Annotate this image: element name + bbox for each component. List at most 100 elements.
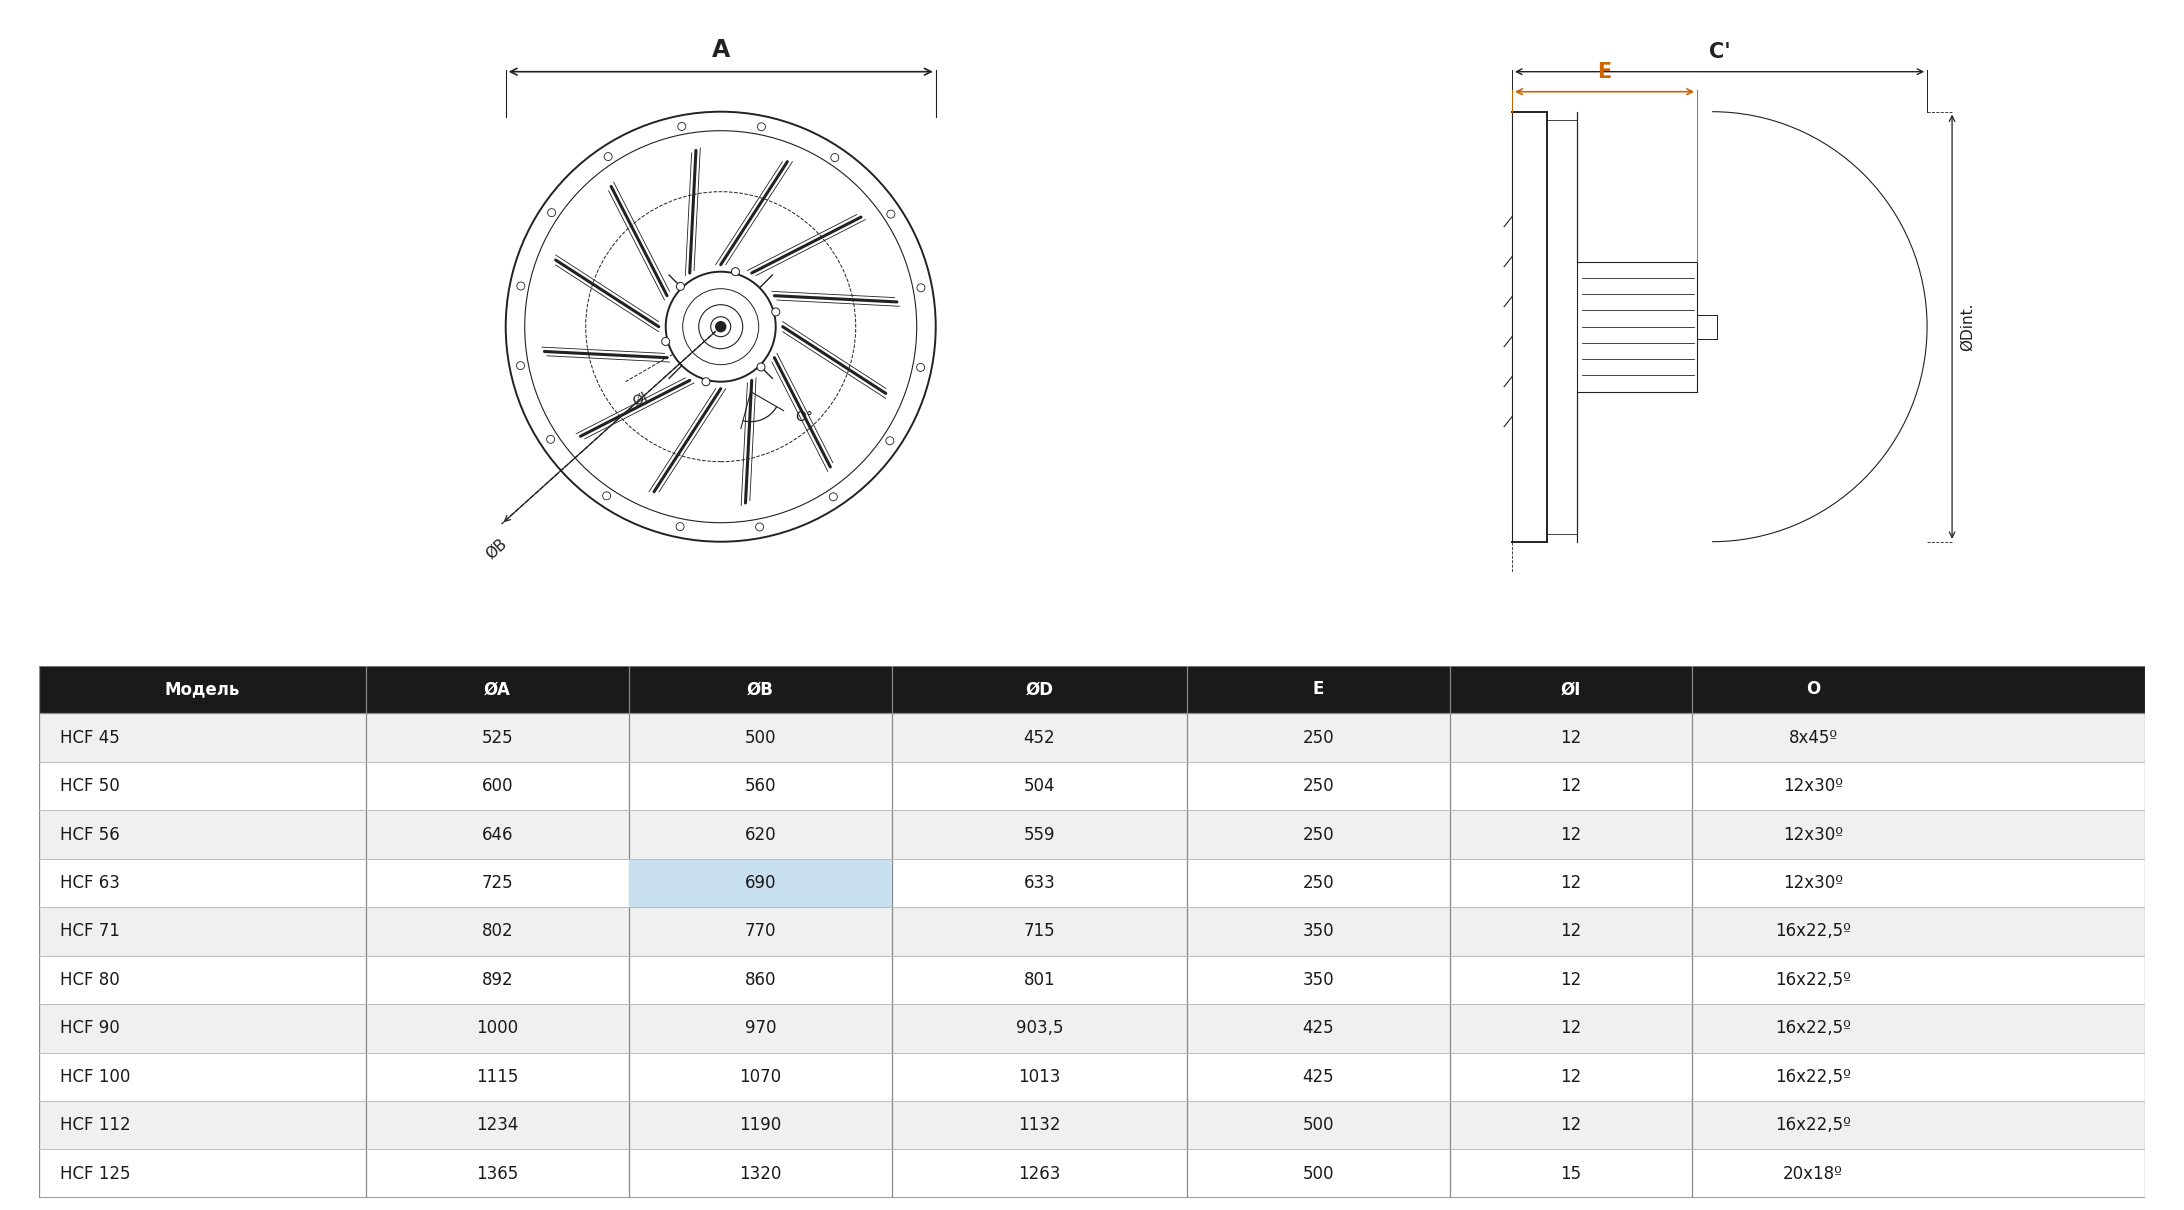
Bar <box>39 1053 2145 1101</box>
Text: HCF 63: HCF 63 <box>61 874 120 892</box>
Text: E: E <box>1313 680 1324 698</box>
Text: 504: 504 <box>1024 777 1055 795</box>
Text: 12x30º: 12x30º <box>1782 777 1843 795</box>
Text: 12: 12 <box>1559 970 1581 989</box>
Text: 12: 12 <box>1559 1019 1581 1037</box>
Text: 12: 12 <box>1559 1067 1581 1085</box>
Text: 620: 620 <box>745 825 775 843</box>
Circle shape <box>546 436 555 443</box>
Circle shape <box>887 211 895 218</box>
Text: 903,5: 903,5 <box>1016 1019 1064 1037</box>
Text: 560: 560 <box>745 777 775 795</box>
Text: 12x30º: 12x30º <box>1782 825 1843 843</box>
Text: 8x45º: 8x45º <box>1789 728 1837 747</box>
Circle shape <box>917 284 926 292</box>
Text: 500: 500 <box>745 728 775 747</box>
Text: 350: 350 <box>1302 922 1334 940</box>
Bar <box>39 956 2145 1004</box>
Text: 16x22,5º: 16x22,5º <box>1776 1067 1852 1085</box>
Text: 1000: 1000 <box>476 1019 518 1037</box>
Text: HCF 50: HCF 50 <box>61 777 120 795</box>
Text: ØI: ØI <box>1562 680 1581 698</box>
Text: HCF 45: HCF 45 <box>61 728 120 747</box>
Bar <box>629 859 891 908</box>
Text: HCF 71: HCF 71 <box>61 922 120 940</box>
Text: 725: 725 <box>480 874 513 892</box>
Text: 1190: 1190 <box>738 1117 782 1134</box>
Text: 12: 12 <box>1559 825 1581 843</box>
Text: 452: 452 <box>1024 728 1055 747</box>
Circle shape <box>732 267 740 276</box>
Text: 1263: 1263 <box>1018 1165 1061 1182</box>
Bar <box>39 908 2145 956</box>
Text: 646: 646 <box>480 825 513 843</box>
Text: 16x22,5º: 16x22,5º <box>1776 1117 1852 1134</box>
Text: 12: 12 <box>1559 728 1581 747</box>
Text: E: E <box>1597 62 1612 82</box>
Bar <box>39 1004 2145 1053</box>
Text: 500: 500 <box>1302 1165 1334 1182</box>
Text: 600: 600 <box>480 777 513 795</box>
Text: 20x18º: 20x18º <box>1782 1165 1843 1182</box>
Circle shape <box>758 122 764 131</box>
Text: 12x30º: 12x30º <box>1782 874 1843 892</box>
Text: 1070: 1070 <box>740 1067 782 1085</box>
Text: O: O <box>1806 680 1819 698</box>
Circle shape <box>887 437 893 445</box>
Text: 892: 892 <box>480 970 513 989</box>
Text: 1132: 1132 <box>1018 1117 1061 1134</box>
Circle shape <box>515 362 524 369</box>
Text: 500: 500 <box>1302 1117 1334 1134</box>
Text: HCF 56: HCF 56 <box>61 825 120 843</box>
Circle shape <box>518 282 524 290</box>
Text: 559: 559 <box>1024 825 1055 843</box>
Text: 250: 250 <box>1302 728 1334 747</box>
Text: 1320: 1320 <box>738 1165 782 1182</box>
Text: HCF 112: HCF 112 <box>61 1117 131 1134</box>
Circle shape <box>758 363 764 371</box>
Circle shape <box>677 122 686 131</box>
Text: 690: 690 <box>745 874 775 892</box>
Text: 12: 12 <box>1559 922 1581 940</box>
Text: 250: 250 <box>1302 825 1334 843</box>
Bar <box>39 666 2145 714</box>
Bar <box>39 811 2145 859</box>
Text: 525: 525 <box>480 728 513 747</box>
Text: ØA: ØA <box>485 680 511 698</box>
Text: 16x22,5º: 16x22,5º <box>1776 970 1852 989</box>
Circle shape <box>830 154 839 162</box>
Circle shape <box>677 523 684 531</box>
Circle shape <box>756 523 764 531</box>
Text: 12: 12 <box>1559 777 1581 795</box>
Bar <box>39 1101 2145 1150</box>
Text: ØB: ØB <box>483 536 509 563</box>
Bar <box>39 1150 2145 1198</box>
Text: 425: 425 <box>1302 1019 1334 1037</box>
Text: 12: 12 <box>1559 874 1581 892</box>
Text: 1234: 1234 <box>476 1117 518 1134</box>
Text: 970: 970 <box>745 1019 775 1037</box>
Text: 350: 350 <box>1302 970 1334 989</box>
Bar <box>39 859 2145 908</box>
Text: 1115: 1115 <box>476 1067 518 1085</box>
Text: ØB: ØB <box>747 680 773 698</box>
Text: 1013: 1013 <box>1018 1067 1061 1085</box>
Circle shape <box>917 363 924 371</box>
Text: 250: 250 <box>1302 874 1334 892</box>
Text: VENTTEL: VENTTEL <box>520 904 906 980</box>
Text: HCF 125: HCF 125 <box>61 1165 131 1182</box>
Circle shape <box>771 309 780 316</box>
Text: Модель: Модель <box>164 680 240 698</box>
Text: HCF 100: HCF 100 <box>61 1067 131 1085</box>
Circle shape <box>603 491 612 500</box>
Text: 15: 15 <box>1559 1165 1581 1182</box>
Circle shape <box>716 322 725 332</box>
Text: 633: 633 <box>1024 874 1055 892</box>
Text: 770: 770 <box>745 922 775 940</box>
Circle shape <box>662 338 670 345</box>
Circle shape <box>830 492 836 501</box>
Bar <box>39 762 2145 811</box>
Text: 16x22,5º: 16x22,5º <box>1776 922 1852 940</box>
Text: ØDint.: ØDint. <box>1959 302 1974 351</box>
Text: ØJ: ØJ <box>631 390 651 409</box>
